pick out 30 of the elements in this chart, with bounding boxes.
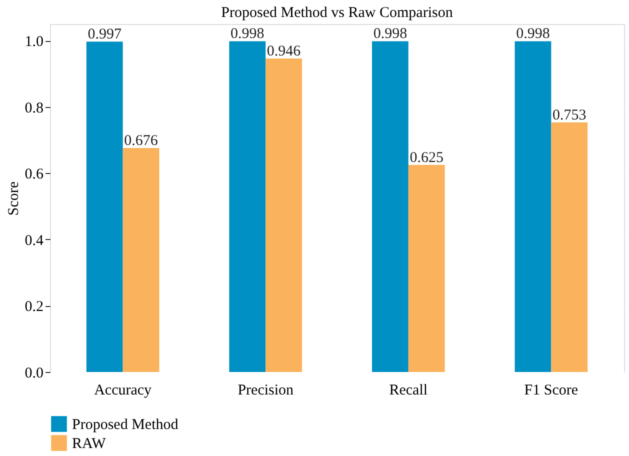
legend-label: Proposed Method	[72, 417, 179, 433]
bar	[86, 42, 123, 372]
x-tick-label: Recall	[389, 382, 428, 398]
x-tick-label: F1 Score	[524, 382, 578, 398]
bar	[229, 41, 266, 372]
y-tick-label: 0.6	[24, 166, 44, 183]
bar	[514, 41, 552, 372]
y-tick-label: 1.0	[24, 34, 44, 50]
data-label: 0.753	[552, 107, 586, 124]
x-tick-label: Accuracy	[94, 382, 152, 398]
x-tick-label: Precision	[238, 382, 294, 398]
y-tick-label: 0.4	[24, 232, 44, 249]
legend-label: RAW	[72, 436, 107, 452]
bar	[408, 164, 445, 372]
y-tick-label: 0.8	[24, 100, 44, 116]
y-tick-label: 0.2	[24, 299, 44, 316]
bar	[266, 58, 302, 372]
bar	[551, 122, 588, 372]
chart-title: Proposed Method vs Raw Comparison	[221, 5, 454, 21]
data-label: 0.998	[516, 26, 550, 42]
bar	[372, 41, 408, 372]
y-tick-label: 0.0	[24, 366, 44, 382]
data-label: 0.997	[88, 26, 122, 43]
bar	[122, 148, 160, 372]
y-axis-title: Score	[6, 181, 22, 216]
data-label: 0.998	[230, 26, 264, 42]
data-label: 0.625	[410, 150, 444, 166]
data-label: 0.998	[373, 26, 408, 42]
data-label: 0.946	[266, 43, 302, 60]
data-label: 0.676	[124, 132, 158, 149]
